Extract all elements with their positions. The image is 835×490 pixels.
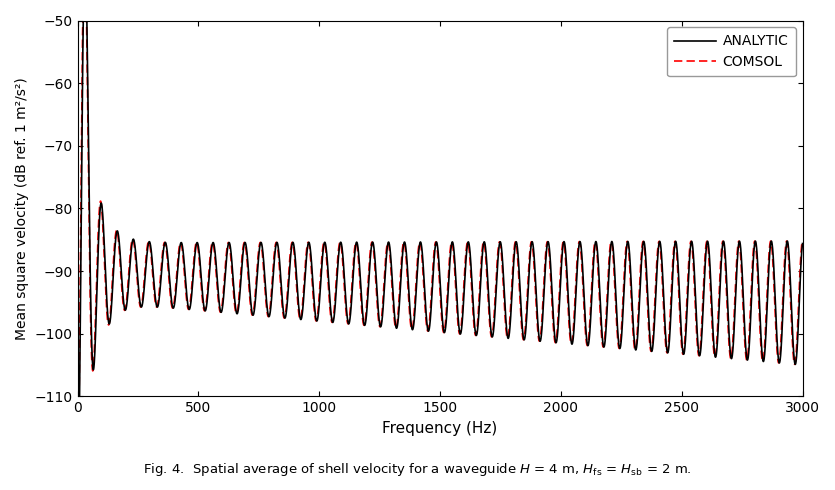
X-axis label: Frequency (Hz): Frequency (Hz) [382, 421, 498, 436]
Y-axis label: Mean square velocity (dB ref. 1 m²/s²): Mean square velocity (dB ref. 1 m²/s²) [15, 77, 29, 340]
ANALYTIC [534, 326, 544, 332]
COMSOL [610, 290, 620, 296]
Line: ANALYTIC: ANALYTIC [78, 21, 802, 396]
ANALYTIC [78, 18, 89, 24]
COMSOL [797, 238, 807, 244]
ANALYTIC [109, 257, 119, 263]
COMSOL [335, 239, 345, 245]
ANALYTIC [335, 240, 345, 246]
ANALYTIC [649, 331, 659, 337]
COMSOL [534, 333, 544, 339]
COMSOL [73, 393, 83, 399]
COMSOL [649, 320, 659, 326]
ANALYTIC [502, 327, 512, 333]
ANALYTIC [610, 277, 620, 283]
ANALYTIC [73, 393, 83, 399]
Legend: ANALYTIC, COMSOL: ANALYTIC, COMSOL [667, 27, 796, 76]
Text: Fig. 4.  Spatial average of shell velocity for a waveguide $H$ = 4 m, $H_{\mathr: Fig. 4. Spatial average of shell velocit… [143, 461, 692, 478]
Line: COMSOL: COMSOL [78, 21, 802, 396]
COMSOL [109, 246, 119, 252]
COMSOL [502, 332, 512, 338]
ANALYTIC [797, 241, 807, 246]
COMSOL [78, 18, 88, 24]
